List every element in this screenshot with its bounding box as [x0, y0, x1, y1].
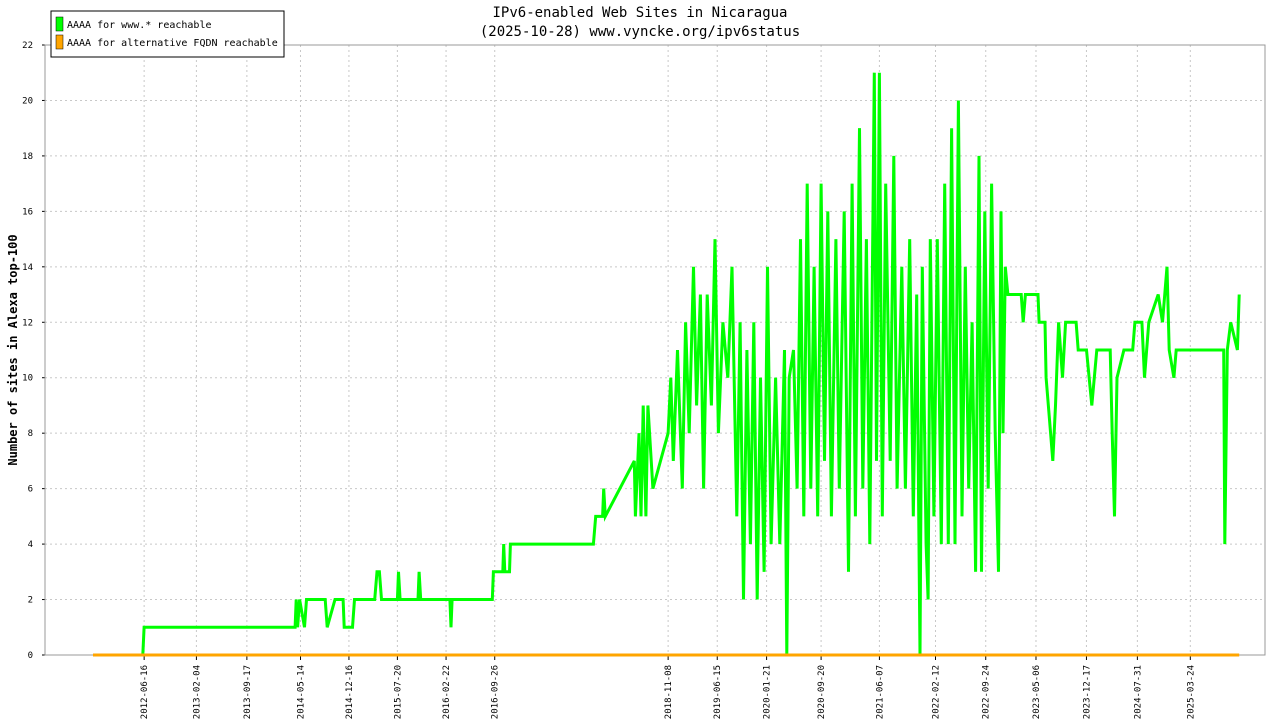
y-tick-label: 22	[22, 41, 33, 51]
chart-title: IPv6-enabled Web Sites in Nicaragua	[492, 5, 787, 21]
y-tick-label: 20	[22, 96, 33, 106]
y-tick-label: 6	[28, 485, 33, 495]
x-tick-label: 2012-06-16	[140, 665, 150, 719]
y-tick-label: 2	[28, 596, 33, 606]
x-tick-label: 2019-06-15	[713, 665, 723, 719]
legend-swatch	[55, 16, 64, 32]
x-tick-label: 2013-09-17	[243, 665, 253, 719]
y-tick-label: 0	[28, 651, 33, 661]
x-tick-label: 2024-07-31	[1133, 665, 1143, 719]
x-tick-label: 2022-09-24	[982, 665, 992, 719]
x-tick-label: 2016-09-26	[491, 665, 501, 719]
data-line	[141, 72, 1241, 656]
y-tick-label: 16	[22, 207, 33, 217]
legend-label: AAAA for www.* reachable	[67, 20, 212, 31]
y-tick-label: 14	[22, 263, 33, 273]
x-tick-label: 2014-05-14	[296, 665, 306, 719]
x-tick-label: 2018-11-08	[664, 665, 674, 719]
legend-box	[50, 10, 285, 58]
x-tick-label: 2023-05-06	[1032, 665, 1042, 719]
x-tick-label: 2023-12-17	[1082, 665, 1092, 719]
x-tick-label: 2016-02-22	[442, 665, 452, 719]
y-tick-label: 8	[28, 429, 33, 439]
x-tick-label: 2020-09-20	[817, 665, 827, 719]
legend-swatch	[55, 34, 64, 50]
x-tick-label: 2014-12-16	[345, 665, 355, 719]
x-tick-label: 2022-02-12	[931, 665, 941, 719]
x-tick-label: 2021-06-07	[875, 665, 885, 719]
y-tick-label: 18	[22, 152, 33, 162]
x-tick-label: 2015-07-20	[393, 665, 403, 719]
y-tick-label: 12	[22, 318, 33, 328]
x-tick-label: 2020-01-21	[763, 665, 773, 719]
chart-subtitle: (2025-10-28) www.vyncke.org/ipv6status	[480, 24, 800, 40]
y-axis-label: Number of sites in Alexa top-100	[6, 234, 20, 465]
legend-label: AAAA for alternative FQDN reachable	[67, 38, 278, 49]
y-tick-label: 10	[22, 374, 33, 384]
x-tick-label: 2025-03-24	[1186, 665, 1196, 719]
x-tick-label: 2013-02-04	[192, 665, 202, 719]
y-tick-label: 4	[28, 540, 33, 550]
